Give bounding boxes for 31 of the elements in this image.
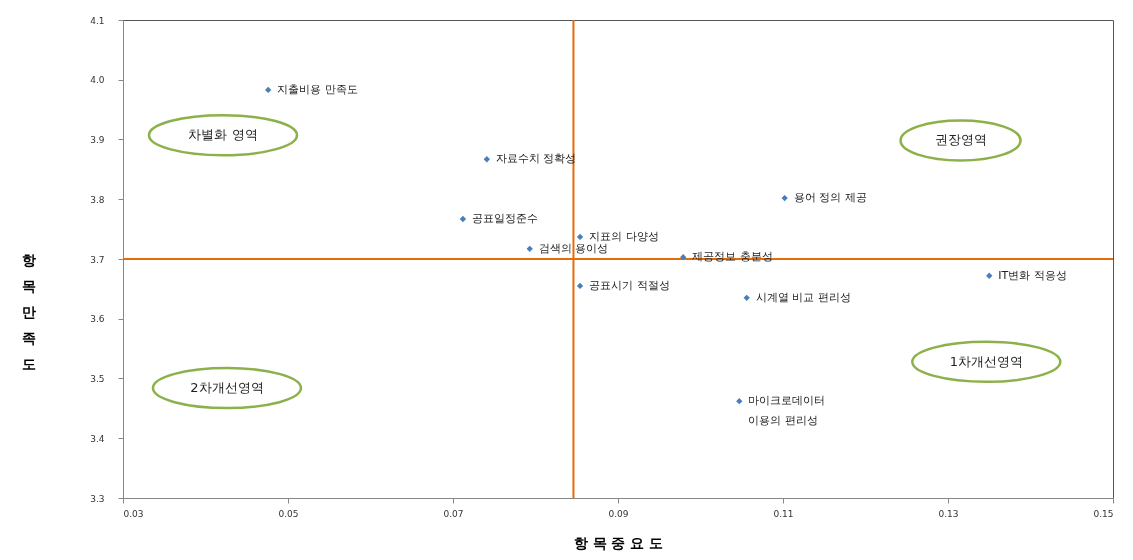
x-axis-title: 항 목 중 요 도	[573, 534, 664, 551]
series-label: 마이크로데이터 이용의 편리성	[748, 394, 826, 428]
y-tick-label: 3.8	[90, 194, 105, 205]
series-label: IT변화 적응성	[998, 268, 1067, 282]
y-tick-label: 3.7	[90, 254, 105, 265]
series-label: 지출비용 만족도	[277, 82, 358, 96]
x-tick-label: 0.13	[938, 508, 959, 519]
series-label: 지표의 다양성	[589, 229, 659, 243]
x-tick-label: 0.05	[278, 508, 299, 519]
y-tick-label: 3.6	[90, 314, 105, 325]
y-axis-title: 항목만족도	[21, 251, 36, 372]
series-label: 공표일정준수	[471, 211, 538, 225]
y-tick-label: 3.9	[90, 135, 105, 145]
annotation: 권장영역	[934, 132, 987, 148]
x-tick-label: 0.15	[1093, 508, 1114, 519]
y-tick-label: 3.5	[90, 374, 105, 384]
x-tick-label: 0.11	[773, 508, 794, 519]
y-tick-label: 3.4	[90, 433, 105, 444]
series-label: 검색의 용이성	[538, 241, 609, 255]
series-label: 용어 정의 제공	[793, 191, 867, 205]
annotation: 차별화 영역	[188, 127, 258, 143]
annotation: 2차개선영역	[190, 380, 264, 396]
y-tick-label: 4.1	[90, 15, 105, 26]
series-label: 공표시기 적절성	[589, 278, 670, 292]
y-tick-label: 4.0	[90, 75, 105, 86]
x-tick-label: 0.09	[608, 508, 629, 519]
annotation: 1차개선영역	[949, 353, 1023, 369]
y-tick-label: 3.3	[90, 493, 105, 504]
series-label: 시계열 비교 편리성	[755, 290, 851, 304]
x-tick-label: 0.03	[123, 508, 144, 519]
x-tick-label: 0.07	[443, 508, 464, 519]
